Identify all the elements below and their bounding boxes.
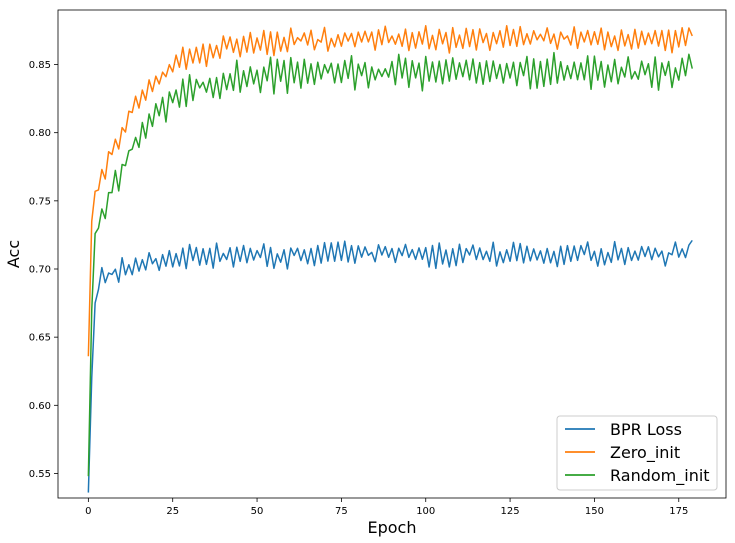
y-tick-label: 0.55: [29, 469, 51, 480]
y-tick-label: 0.70: [29, 264, 51, 275]
y-tick-label: 0.75: [29, 196, 51, 207]
series-lines: [87, 25, 693, 493]
plot-frame: [57, 9, 727, 499]
x-tick-label: 0: [85, 506, 91, 517]
series-line-bpr-loss: [87, 239, 693, 493]
y-axis-label: Acc: [4, 240, 23, 268]
x-axis-ticks: 0 25 50 75 100 125 150 175: [85, 498, 688, 517]
series-line-zero-init: [87, 25, 693, 357]
legend-entry-label: Zero_init: [610, 443, 680, 463]
series-line-random-init: [87, 51, 693, 477]
y-tick-label: 0.65: [29, 333, 51, 344]
legend-entry-label: BPR Loss: [610, 420, 682, 439]
x-tick-label: 175: [669, 506, 688, 517]
y-tick-label: 0.85: [29, 60, 51, 71]
x-tick-label: 150: [585, 506, 604, 517]
x-tick-label: 100: [416, 506, 435, 517]
legend: BPR Loss Zero_init Random_init: [556, 415, 718, 491]
x-tick-label: 125: [501, 506, 520, 517]
x-tick-label: 50: [251, 506, 264, 517]
x-tick-label: 25: [166, 506, 179, 517]
y-axis-ticks: 0.55 0.60 0.65 0.70 0.75 0.80 0.85: [29, 60, 58, 480]
legend-box: [556, 415, 718, 491]
x-tick-label: 75: [335, 506, 348, 517]
x-axis-label: Epoch: [368, 518, 417, 537]
legend-entry-label: Random_init: [610, 466, 710, 486]
y-tick-label: 0.60: [29, 401, 51, 412]
y-tick-label: 0.80: [29, 128, 51, 139]
